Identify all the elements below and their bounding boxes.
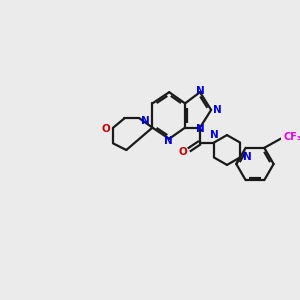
Text: N: N xyxy=(164,136,172,146)
Text: O: O xyxy=(101,124,110,134)
Text: N: N xyxy=(243,152,252,163)
Text: N: N xyxy=(213,105,222,115)
Text: N: N xyxy=(196,86,204,96)
Text: O: O xyxy=(179,147,188,157)
Text: N: N xyxy=(196,124,204,134)
Text: N: N xyxy=(210,130,218,140)
Text: N: N xyxy=(141,116,149,126)
Text: CF₃: CF₃ xyxy=(283,132,300,142)
